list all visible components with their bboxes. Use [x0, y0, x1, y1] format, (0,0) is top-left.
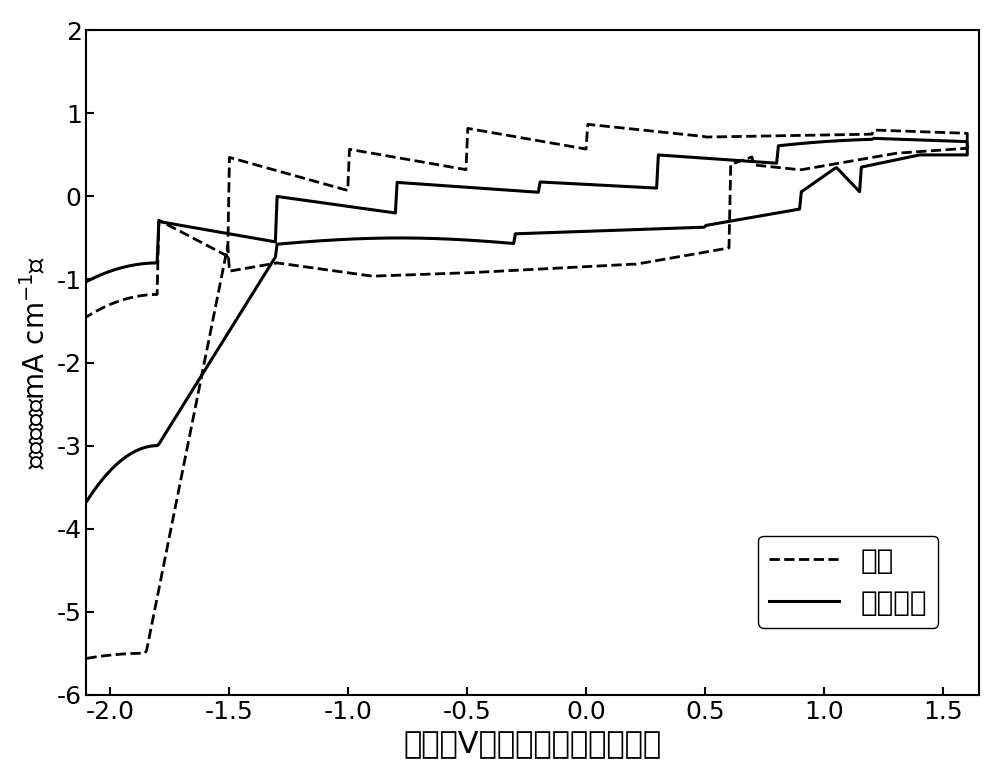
氮气 — [261, 260, 273, 270]
氮气 — [582, 120, 594, 129]
二氧化碳 — [467, 183, 479, 192]
氮气 — [633, 125, 645, 134]
氮气 — [794, 165, 806, 174]
氮气 — [857, 154, 869, 164]
二氧化碳 — [794, 204, 806, 213]
二氧化碳 — [868, 134, 880, 143]
Y-axis label: 电流密度（mA cm$^{-1}$）: 电流密度（mA cm$^{-1}$） — [21, 256, 51, 469]
二氧化碳 — [435, 181, 447, 190]
氮气 — [435, 160, 447, 170]
Line: 氮气: 氮气 — [86, 125, 967, 658]
二氧化碳 — [80, 497, 92, 506]
氮气 — [467, 125, 479, 134]
氮气 — [80, 312, 92, 322]
Line: 二氧化碳: 二氧化碳 — [86, 139, 967, 502]
二氧化碳 — [80, 277, 92, 286]
二氧化碳 — [857, 162, 869, 171]
二氧化碳 — [261, 266, 273, 276]
Legend: 氮气, 二氧化碳: 氮气, 二氧化碳 — [758, 536, 938, 628]
二氧化碳 — [631, 182, 643, 192]
氮气 — [80, 654, 92, 663]
X-axis label: 电势（V相对于饱和甘汞电极）: 电势（V相对于饱和甘汞电极） — [404, 729, 662, 758]
